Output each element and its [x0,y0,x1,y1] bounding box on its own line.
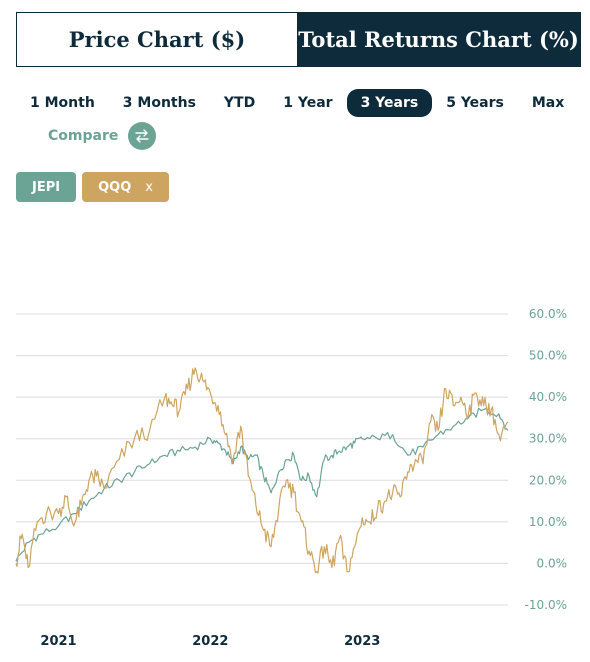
chip-qqq-label: QQQ [98,179,132,195]
x-tick-label: 2022 [192,634,228,649]
tab-price-chart[interactable]: Price Chart ($) [17,13,297,66]
y-tick-label: 60.0% [529,307,567,321]
swap-arrows-icon[interactable] [128,122,157,150]
series-line-qqq [15,367,509,574]
period-1-month[interactable]: 1 Month [30,95,95,111]
period-1-year[interactable]: 1 Year [283,95,333,111]
period-5-years[interactable]: 5 Years [446,95,504,111]
chip-jepi-label: JEPI [32,179,61,195]
series-line-jepi [15,407,509,562]
y-tick-label: 40.0% [529,390,567,404]
period-selector: 1 Month 3 Months YTD 1 Year 3 Years 5 Ye… [16,89,578,117]
x-tick-label: 2021 [40,634,76,649]
y-tick-label: 0.0% [537,556,568,570]
returns-line-chart: 60.0% 50.0% 40.0% 30.0% 20.0% 10.0% 0.0% -10.0%… [15,307,568,649]
chip-jepi[interactable]: JEPI [16,172,77,202]
remove-qqq-button[interactable]: x [145,179,153,195]
chip-qqq[interactable]: QQQ x [82,172,169,202]
y-tick-label: 30.0% [529,432,567,446]
y-tick-label: 20.0% [529,473,567,487]
period-ytd[interactable]: YTD [223,95,256,111]
chart-type-tabs: Price Chart ($) Total Returns Chart (%) [16,12,581,67]
compare-label[interactable]: Compare [48,128,119,144]
period-max[interactable]: Max [531,95,565,111]
period-3-years[interactable]: 3 Years [346,89,433,117]
y-tick-label: -10.0% [525,598,567,612]
period-3-months[interactable]: 3 Months [122,95,196,111]
ticker-chips: JEPI QQQ x [16,172,175,202]
compare-control: Compare [48,122,157,150]
x-tick-label: 2023 [344,634,380,649]
y-tick-label: 50.0% [529,349,567,363]
y-tick-label: 10.0% [529,515,567,529]
tab-total-returns-chart[interactable]: Total Returns Chart (%) [297,13,580,66]
